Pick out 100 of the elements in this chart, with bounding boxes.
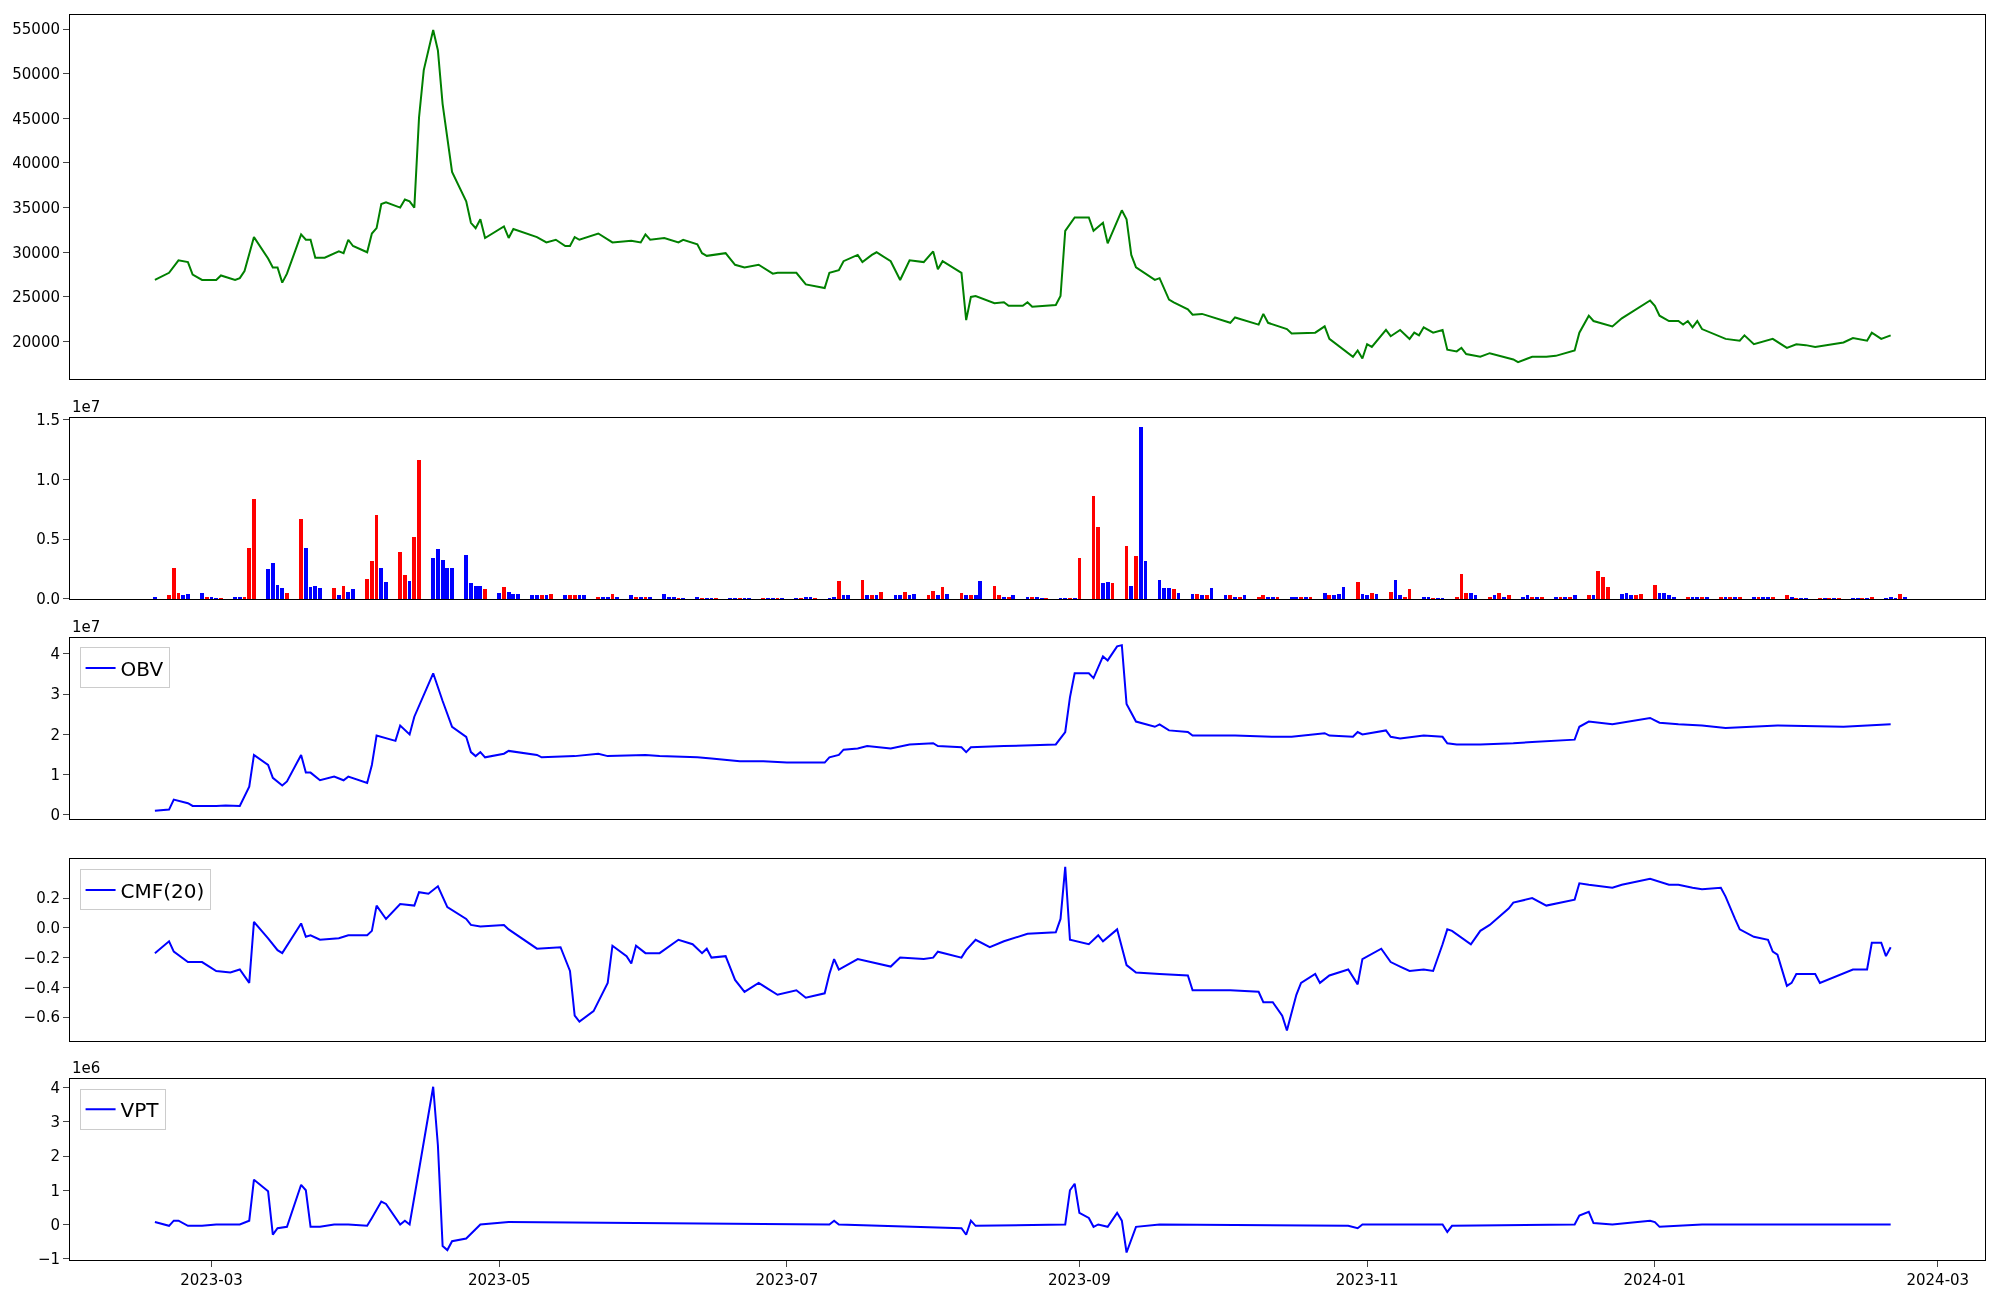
bar [912,594,917,599]
y-tick-label: 50000 [12,64,60,83]
bar [1662,592,1667,599]
text: 1e7 [72,618,101,636]
y-tick-label: 1 [50,765,60,784]
y-tick-label: 2 [50,1147,60,1166]
bar [1105,582,1110,599]
bar [945,594,950,599]
legend-label: CMF(20) [120,878,205,903]
x-tick-label: 2024-03 [1906,1271,1970,1289]
bar [898,595,903,599]
bar [582,595,587,599]
bar [1388,591,1393,599]
bar [1261,595,1266,599]
bar [1572,595,1577,599]
bar [902,591,907,599]
bar [398,552,403,599]
bar [285,592,289,599]
bar [563,595,568,599]
bar [313,585,318,599]
bar [572,595,577,599]
bar [549,594,553,599]
bar [497,592,502,599]
bar [1652,584,1657,599]
bar [280,588,285,599]
bar [869,595,874,599]
line-series [153,28,1892,364]
bar [1629,595,1634,599]
bar [1129,585,1134,599]
y-tick-label: 35000 [12,198,60,217]
bar [1200,595,1204,599]
bar [969,595,973,599]
bar [1369,592,1374,599]
y-tick-label: −0.4 [23,978,60,997]
y-tick-label: 1.0 [36,470,60,489]
x-tick-label: 2023-11 [1335,1271,1399,1289]
y-tick-label: 0.0 [36,590,60,609]
legend-label: OBV [120,656,164,681]
bar [511,594,516,599]
y-tick-label: 0.5 [36,530,60,549]
bar [270,563,275,599]
bar [964,595,969,599]
x-tick-label: 2023-09 [1048,1271,1111,1289]
y-tick-label: −0.6 [23,1008,60,1027]
bar [200,592,204,599]
y-tick-label: 0 [50,1215,60,1234]
bar [464,554,469,599]
bar [336,595,341,599]
bar [629,595,634,599]
y-tick-label: 0.2 [36,889,60,908]
bar [1195,594,1200,599]
y-tick-label: 40000 [12,154,60,173]
y-tick-label: 0 [50,806,60,825]
bar [1355,582,1360,599]
y-tick-label: 1.5 [36,411,60,430]
bar [478,585,483,599]
bar [1171,589,1176,599]
bar [1497,592,1502,599]
y-tick-label: 3 [50,685,60,704]
bar [171,567,176,599]
legend-label: VPT [120,1098,160,1123]
bar [879,591,884,599]
bar [1596,571,1601,599]
bar [1228,595,1233,599]
bar [1619,594,1624,599]
y-tick-label: 55000 [12,20,60,39]
bar [865,595,870,599]
bar [1322,592,1327,599]
y-tick-label: 2 [50,725,60,744]
bar [473,585,478,599]
y-tick-label: 4 [50,645,60,664]
y-tick-label: 45000 [12,109,60,128]
bar [1011,595,1016,599]
bar [1138,426,1143,599]
bar [346,591,351,599]
x-tick-label: 2023-07 [755,1271,819,1289]
y-tick-label: 4 [50,1078,60,1097]
x-tick-label: 2023-05 [467,1271,531,1289]
y-tick-label: 20000 [12,332,60,351]
bar [379,567,384,599]
y-tick-label: 30000 [12,243,60,262]
bar [846,595,851,599]
bar [936,595,940,599]
bar [1134,555,1138,599]
bar [931,590,936,599]
bar [483,589,487,599]
x-tick-label: 2024-01 [1623,1271,1687,1289]
bar [836,581,841,599]
bar [181,595,186,599]
bar [506,591,511,599]
x-tick-label: 2023-03 [180,1271,243,1289]
bar [299,518,304,599]
bar [978,581,983,599]
bar [662,594,667,599]
bar [1468,592,1473,599]
bar [303,547,308,599]
y-tick-label: 25000 [12,288,60,307]
y-tick-label: 1 [50,1181,60,1200]
bar [1365,595,1369,599]
text: 1e7 [72,398,101,416]
